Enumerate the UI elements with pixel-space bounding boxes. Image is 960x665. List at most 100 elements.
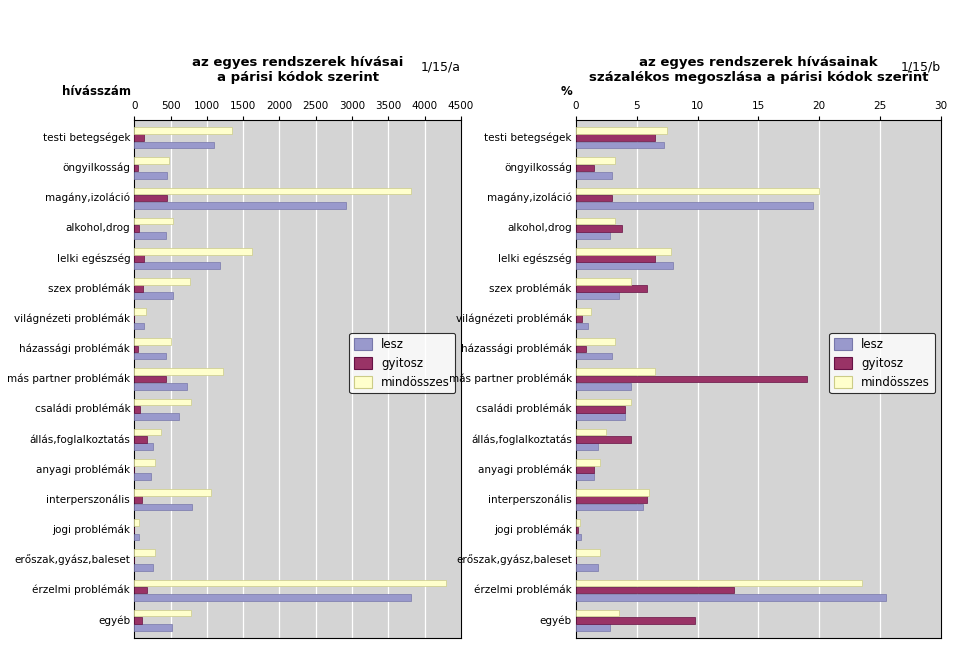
Bar (134, 278, 190, 285)
Bar (576, 315, 582, 322)
Title: az egyes rendszerek hívásai
a párisi kódok szerint: az egyes rendszerek hívásai a párisi kód… (192, 56, 403, 84)
Bar (576, 383, 631, 390)
Legend: lesz, gyitosz, mindösszes: lesz, gyitosz, mindösszes (349, 333, 455, 394)
Bar (134, 496, 142, 503)
Bar (576, 594, 886, 600)
Bar (576, 248, 671, 255)
Bar (576, 617, 695, 624)
Bar (576, 225, 622, 231)
Bar (134, 587, 147, 593)
Bar (134, 127, 232, 134)
Bar (576, 353, 612, 360)
Bar (134, 195, 167, 201)
Bar (134, 503, 192, 510)
Bar (134, 262, 220, 269)
Bar (134, 617, 142, 624)
Bar (576, 610, 618, 616)
Bar (576, 436, 631, 443)
Bar (134, 255, 144, 262)
Bar (134, 383, 186, 390)
Bar (576, 534, 581, 541)
Bar (576, 346, 586, 352)
Bar (134, 624, 172, 631)
Bar (134, 406, 140, 412)
Text: 1/15/b: 1/15/b (900, 60, 941, 73)
Bar (134, 188, 412, 194)
Bar (576, 473, 594, 480)
Bar (134, 580, 446, 587)
Bar (576, 466, 594, 473)
Bar (134, 293, 173, 299)
Bar (134, 338, 171, 345)
Bar (576, 459, 600, 466)
Bar (576, 368, 655, 375)
Bar (134, 202, 347, 209)
Bar (134, 353, 165, 360)
Bar (576, 398, 631, 405)
Bar (576, 624, 610, 631)
Title: az egyes rendszerek hívásainak
százalékos megoszlása a párisi kódok szerint: az egyes rendszerek hívásainak százaléko… (588, 56, 928, 84)
Bar (134, 444, 153, 450)
Bar (134, 594, 412, 600)
Bar (134, 459, 155, 466)
Bar (576, 503, 643, 510)
Bar (134, 473, 151, 480)
Bar (134, 225, 139, 231)
Bar (134, 134, 144, 141)
Bar (134, 346, 138, 352)
Text: %: % (561, 84, 572, 98)
Bar (134, 534, 139, 541)
Bar (576, 285, 646, 292)
Bar (576, 580, 862, 587)
Bar (134, 248, 252, 255)
Bar (134, 232, 166, 239)
Bar (134, 142, 214, 148)
Bar (134, 398, 191, 405)
Bar (576, 134, 655, 141)
Bar (576, 406, 625, 412)
Bar (576, 262, 673, 269)
Bar (134, 217, 173, 224)
Bar (134, 285, 143, 292)
Bar (576, 308, 590, 315)
Bar (576, 255, 655, 262)
Bar (134, 549, 155, 556)
Bar (576, 323, 588, 329)
Bar (576, 232, 610, 239)
Bar (134, 610, 191, 616)
Bar (134, 368, 223, 375)
Bar (576, 429, 607, 436)
Text: hívásszám: hívásszám (62, 84, 132, 98)
Bar (134, 323, 144, 329)
Bar (576, 413, 625, 420)
Bar (134, 158, 169, 164)
Bar (576, 202, 813, 209)
Bar (134, 413, 180, 420)
Bar (134, 429, 161, 436)
Bar (576, 549, 600, 556)
Bar (576, 278, 631, 285)
Bar (576, 519, 580, 526)
Bar (576, 165, 594, 172)
Bar (576, 142, 663, 148)
Bar (576, 527, 579, 533)
Bar (576, 338, 615, 345)
Bar (576, 587, 734, 593)
Bar (576, 489, 649, 496)
Bar (576, 172, 612, 178)
Bar (576, 376, 807, 382)
Bar (576, 217, 615, 224)
Bar (134, 489, 210, 496)
Bar (134, 376, 165, 382)
Bar (134, 308, 146, 315)
Bar (576, 564, 598, 571)
Bar (134, 519, 139, 526)
Bar (576, 293, 618, 299)
Bar (576, 496, 646, 503)
Bar (576, 444, 598, 450)
Bar (576, 188, 819, 194)
Bar (576, 195, 612, 201)
Bar (576, 158, 615, 164)
Legend: lesz, gyitosz, mindösszes: lesz, gyitosz, mindösszes (829, 333, 935, 394)
Bar (134, 165, 138, 172)
